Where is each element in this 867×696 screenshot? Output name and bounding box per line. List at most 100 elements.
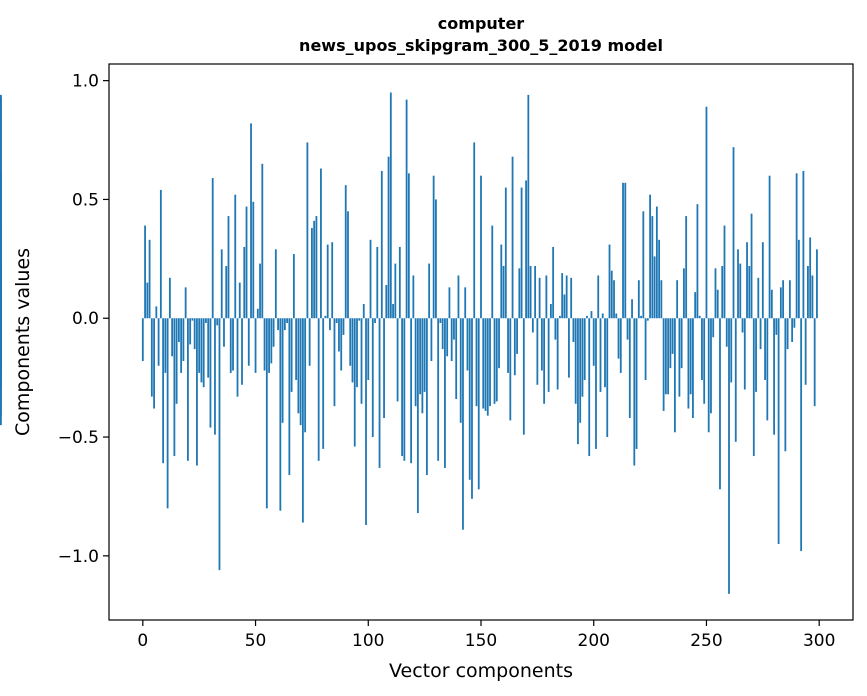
bar-56 bbox=[268, 318, 270, 373]
bar-23 bbox=[193, 318, 196, 350]
bar-113 bbox=[396, 318, 399, 402]
bar-127 bbox=[428, 263, 431, 319]
bar-122 bbox=[416, 318, 419, 514]
bar-268 bbox=[746, 242, 748, 319]
bar-237 bbox=[676, 280, 679, 319]
bar-254 bbox=[714, 268, 717, 319]
bar-184 bbox=[556, 318, 559, 390]
bar-61 bbox=[279, 318, 282, 511]
bar-240 bbox=[683, 268, 685, 319]
bar-256 bbox=[719, 318, 721, 490]
bar-229 bbox=[658, 239, 661, 319]
chart-title-line-2: news_upos_skipgram_300_5_2019 model bbox=[299, 36, 663, 55]
bar-225 bbox=[649, 194, 651, 319]
bar-171 bbox=[527, 94, 530, 319]
y-tick-label-4: 1.0 bbox=[72, 72, 99, 92]
bar-91 bbox=[347, 211, 349, 319]
bar-236 bbox=[673, 318, 676, 433]
bar-213 bbox=[622, 182, 624, 319]
bar-14 bbox=[173, 318, 176, 457]
bar-293 bbox=[802, 170, 805, 319]
bar-264 bbox=[737, 249, 739, 319]
bar-132 bbox=[439, 318, 442, 323]
bar-134 bbox=[444, 318, 446, 468]
bar-70 bbox=[299, 318, 302, 426]
bar-39 bbox=[229, 318, 232, 373]
bar-118 bbox=[407, 173, 410, 319]
bar-45 bbox=[243, 246, 246, 319]
y-tick-label-2: 0.0 bbox=[72, 309, 99, 329]
bar-140 bbox=[457, 275, 460, 319]
bar-117 bbox=[405, 99, 408, 319]
bar-92 bbox=[349, 318, 352, 366]
bar-96 bbox=[358, 318, 361, 321]
bar-53 bbox=[261, 163, 264, 319]
bar-191 bbox=[572, 318, 575, 342]
bar-204 bbox=[601, 313, 604, 319]
bar-65 bbox=[288, 318, 291, 476]
bar-153 bbox=[486, 318, 489, 416]
bar-107 bbox=[383, 318, 385, 419]
bar-32 bbox=[214, 318, 216, 435]
bar-161 bbox=[504, 187, 507, 319]
bar-49 bbox=[252, 201, 255, 319]
bar-11 bbox=[166, 318, 169, 509]
bar-255 bbox=[716, 289, 719, 319]
bar-19 bbox=[184, 287, 187, 319]
bar-41 bbox=[234, 194, 237, 319]
bar-257 bbox=[721, 265, 724, 319]
bar-234 bbox=[669, 318, 672, 369]
bar-168 bbox=[520, 187, 523, 319]
bar-77 bbox=[315, 216, 318, 319]
bar-201 bbox=[595, 318, 597, 449]
bar-156 bbox=[493, 318, 496, 404]
bar-248 bbox=[701, 318, 703, 381]
bar-212 bbox=[619, 318, 622, 373]
bar-220 bbox=[637, 280, 640, 319]
bar-145 bbox=[468, 318, 471, 480]
chart-title-line-1: computer bbox=[438, 14, 524, 33]
bar-6 bbox=[155, 306, 158, 319]
bar-164 bbox=[511, 156, 514, 319]
bar-33 bbox=[216, 318, 219, 326]
bar-294 bbox=[804, 318, 807, 385]
bar-18 bbox=[182, 318, 185, 362]
bar-131 bbox=[437, 318, 440, 461]
bar-108 bbox=[385, 284, 388, 319]
bar-278 bbox=[768, 175, 771, 319]
bar-195 bbox=[581, 318, 584, 397]
bar-272 bbox=[755, 318, 757, 392]
bar-144 bbox=[466, 318, 469, 371]
bar-196 bbox=[583, 318, 586, 381]
bar-21 bbox=[189, 318, 192, 345]
bar-120 bbox=[412, 275, 415, 319]
x-tick-label-100: 100 bbox=[352, 631, 384, 651]
bar-183 bbox=[554, 318, 557, 340]
bar-275 bbox=[761, 242, 764, 319]
bar-126 bbox=[425, 318, 428, 476]
bar-244 bbox=[692, 318, 694, 419]
bar-99 bbox=[365, 318, 367, 525]
bar-undefined bbox=[0, 97, 2, 319]
bar-279 bbox=[770, 289, 773, 319]
bar-28 bbox=[205, 318, 207, 323]
bar-202 bbox=[597, 275, 600, 319]
bar-263 bbox=[734, 318, 737, 442]
bar-232 bbox=[664, 318, 667, 395]
bar-98 bbox=[362, 303, 365, 319]
bar-269 bbox=[748, 265, 751, 319]
bar-223 bbox=[644, 318, 647, 381]
bar-243 bbox=[689, 318, 692, 395]
bar-68 bbox=[295, 318, 298, 381]
bar-157 bbox=[495, 318, 498, 402]
bar-142 bbox=[462, 318, 464, 530]
bar-31 bbox=[211, 178, 214, 319]
bar-160 bbox=[502, 265, 505, 319]
bar-155 bbox=[491, 225, 494, 319]
bar-116 bbox=[403, 318, 406, 461]
bar-undefined bbox=[0, 318, 2, 390]
bar-259 bbox=[725, 318, 728, 347]
bar-51 bbox=[256, 308, 259, 319]
bar-121 bbox=[414, 318, 417, 407]
bar-24 bbox=[196, 318, 198, 466]
